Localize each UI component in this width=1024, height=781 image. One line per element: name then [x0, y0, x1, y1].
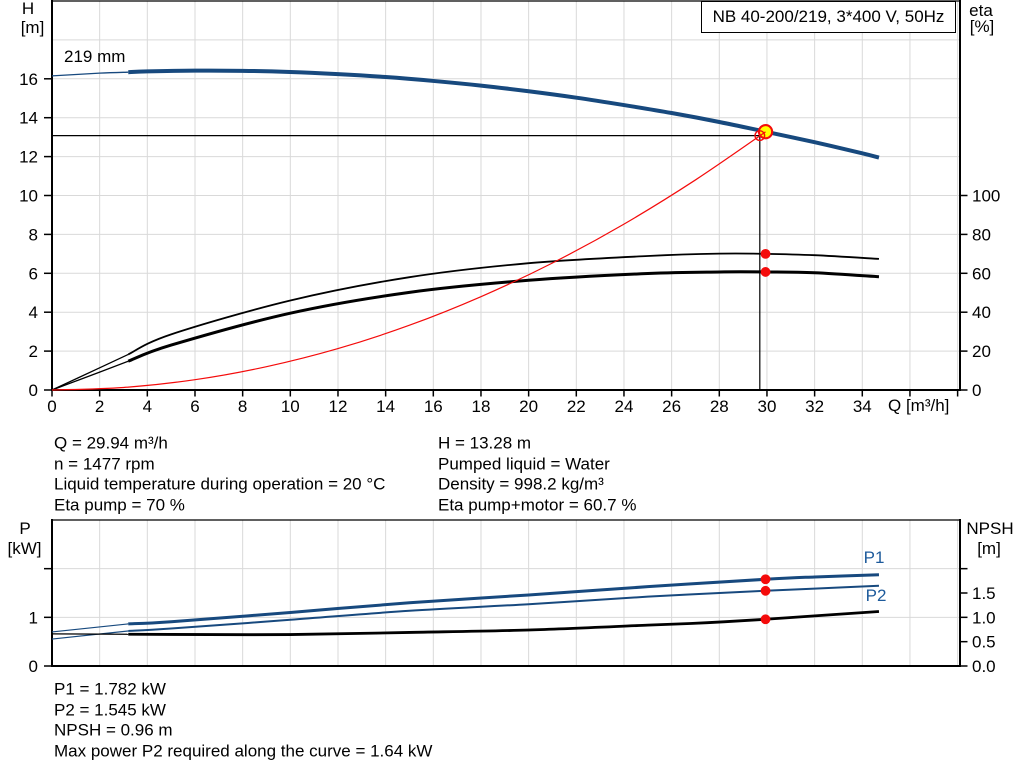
y-tick-label-right: 20	[972, 342, 991, 361]
info-eta-pump-motor: Eta pump+motor = 60.7 %	[438, 495, 637, 515]
p1-curve-lead	[51, 623, 129, 633]
x-tick-label: 20	[519, 397, 538, 416]
eta-axis-label: eta	[969, 0, 993, 20]
pump-curve	[128, 68, 880, 160]
head-axis-unit-label: [m]	[20, 17, 45, 37]
info-liquid-temperature: Liquid temperature during operation = 20…	[54, 474, 386, 494]
x-tick-label: 34	[853, 397, 872, 416]
power-axis-unit-label: [kW]	[7, 539, 42, 558]
result-npsh: NPSH = 0.96 m	[54, 720, 173, 740]
y-tick-label-left: 2	[29, 342, 38, 361]
x-tick-label: 32	[805, 397, 824, 416]
y-tick-label-right: 0.5	[972, 633, 996, 652]
info-eta-pump: Eta pump = 70 %	[54, 495, 185, 515]
eta-pump-motor-curve-lead	[51, 360, 129, 391]
x-tick-label: 28	[710, 397, 729, 416]
y-tick-label-right: 80	[972, 225, 991, 244]
p2-curve-label: P2	[865, 586, 887, 605]
system-curve	[51, 131, 766, 391]
y-tick-label-left: 12	[19, 148, 38, 167]
eta-pump-motor-curve	[127, 270, 880, 363]
x-tick-label: 16	[424, 397, 443, 416]
npsh-axis-label: NPSH	[966, 519, 1014, 538]
x-tick-label: 10	[281, 397, 300, 416]
npsh-axis-unit-label: [m]	[977, 539, 1001, 558]
pump-title: NB 40-200/219, 3*400 V, 50Hz	[712, 6, 945, 26]
operating-value-dot	[760, 574, 771, 585]
flow-axis-unit-label: Q [m³/h]	[888, 396, 950, 415]
p1-curve-label: P1	[863, 547, 885, 567]
result-max-power: Max power P2 required along the curve = …	[54, 741, 433, 761]
info-flow: Q = 29.94 m³/h	[54, 433, 168, 453]
npsh-curve	[128, 610, 880, 637]
y-tick-label-left: 14	[19, 109, 38, 128]
requested-duty-marker	[754, 130, 766, 142]
x-tick-label: 30	[757, 397, 776, 416]
x-tick-label: 26	[662, 397, 681, 416]
head-axis-label: H	[21, 0, 35, 18]
result-p2: P2 = 1.545 kW	[54, 700, 166, 720]
x-tick-label: 14	[376, 397, 395, 416]
p2-curve	[128, 584, 880, 632]
operating-value-dot	[760, 248, 771, 259]
y-tick-label-left: 8	[29, 225, 38, 244]
x-tick-label: 6	[190, 397, 199, 416]
info-density: Density = 998.2 kg/m³	[438, 474, 604, 494]
y-tick-label-right: 40	[972, 303, 991, 322]
y-tick-label-left: 0	[29, 381, 38, 400]
x-tick-label: 18	[472, 397, 491, 416]
y-tick-label-left: 1	[29, 608, 38, 627]
info-head: H = 13.28 m	[438, 433, 532, 453]
operating-value-dot	[760, 267, 771, 277]
x-tick-label: 2	[95, 397, 104, 416]
pump-curve-lead	[51, 71, 129, 77]
impeller-diameter-label: 219 mm	[64, 46, 126, 66]
y-tick-label-left: 16	[19, 70, 38, 89]
info-pumped-liquid: Pumped liquid = Water	[438, 454, 610, 474]
pump-title-box: NB 40-200/219, 3*400 V, 50Hz	[701, 0, 956, 33]
y-tick-label-right: 0.0	[972, 657, 996, 676]
eta-axis-unit-label: [%]	[969, 17, 995, 36]
y-tick-label-right: 100	[972, 187, 1000, 206]
info-speed: n = 1477 rpm	[54, 454, 155, 474]
p1-curve	[128, 573, 880, 626]
x-tick-label: 8	[238, 397, 247, 416]
x-tick-label: 12	[329, 397, 348, 416]
y-tick-label-right: 1.5	[972, 584, 996, 603]
y-tick-label-left: 4	[29, 303, 38, 322]
y-tick-label-left: 10	[19, 187, 38, 206]
power-axis-label: P	[19, 519, 31, 538]
eta-pump-curve	[127, 252, 880, 356]
result-p1: P1 = 1.782 kW	[54, 679, 166, 699]
y-tick-label-left: 6	[29, 264, 38, 283]
p2-curve-lead	[51, 630, 129, 640]
x-tick-label: 24	[615, 397, 634, 416]
x-tick-label: 0	[47, 397, 56, 416]
y-tick-label-right: 0	[972, 381, 981, 400]
y-tick-label-right: 60	[972, 264, 991, 283]
duty-point-marker	[757, 124, 774, 140]
y-tick-label-right: 1.0	[972, 608, 996, 627]
x-tick-label: 4	[143, 397, 152, 416]
x-tick-label: 22	[567, 397, 586, 416]
y-tick-label-left: 0	[29, 657, 38, 676]
eta-pump-curve-lead	[51, 353, 129, 391]
operating-value-dot	[760, 585, 771, 596]
operating-value-dot	[760, 614, 771, 625]
